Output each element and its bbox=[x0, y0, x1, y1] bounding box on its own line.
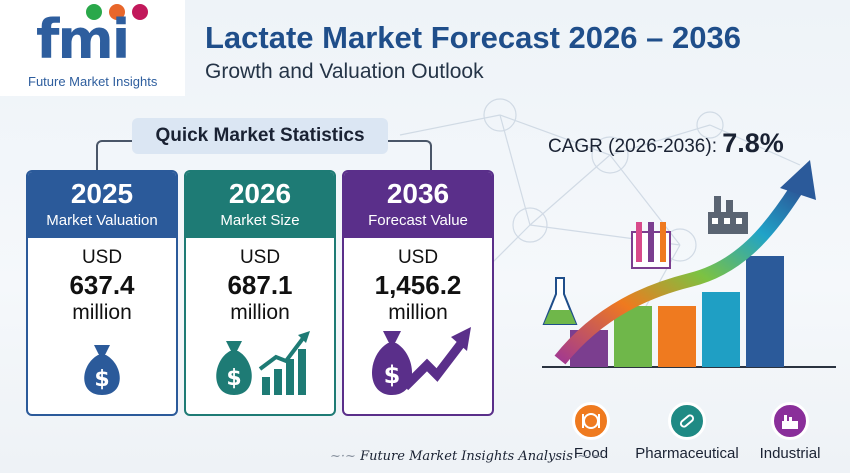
rocket-icon bbox=[109, 4, 125, 20]
legend-pharmaceutical: Pharmaceutical bbox=[632, 402, 742, 462]
card-year: 2025 bbox=[70, 178, 134, 209]
card-header: 2026 Market Size bbox=[186, 172, 334, 238]
logo: fmi Future Market Insights bbox=[0, 0, 185, 96]
legend-label: Industrial bbox=[759, 445, 821, 462]
stat-card-2025: 2025 Market Valuation USD 637.4 million … bbox=[26, 170, 178, 416]
card-year: 2026 bbox=[228, 178, 292, 209]
arrow-head bbox=[780, 160, 816, 200]
trophy-icon bbox=[132, 4, 148, 20]
legend-label: Pharmaceutical bbox=[635, 445, 739, 462]
card-currency: USD bbox=[239, 247, 281, 268]
card-caption: Forecast Value bbox=[368, 212, 468, 229]
card-header: 2025 Market Valuation bbox=[28, 172, 176, 238]
growth-arrow bbox=[554, 186, 802, 365]
card-currency: USD bbox=[81, 247, 123, 268]
footer-ornament: ~·~ bbox=[330, 449, 361, 464]
factory-icon bbox=[771, 402, 809, 440]
bar-3 bbox=[658, 306, 696, 367]
bar-5 bbox=[746, 256, 784, 367]
flask-icon bbox=[542, 277, 578, 325]
card-unit: million bbox=[230, 301, 290, 324]
card-caption: Market Size bbox=[220, 212, 300, 229]
card-unit: million bbox=[72, 301, 132, 324]
leaf-icon bbox=[86, 4, 102, 20]
money-bag-arrow-icon: $ bbox=[344, 321, 492, 404]
legend-industrial: Industrial bbox=[740, 402, 840, 462]
cagr-value: 7.8% bbox=[722, 128, 784, 158]
svg-text:$: $ bbox=[94, 367, 109, 392]
card-unit: million bbox=[388, 301, 448, 324]
money-bag-icon: $ bbox=[28, 337, 176, 404]
cagr-text: CAGR (2026-2036): 7.8% bbox=[548, 128, 784, 159]
card-value: 687.1 bbox=[227, 270, 293, 300]
cagr-label: CAGR (2026-2036): bbox=[548, 136, 723, 157]
footer-ornament: ~·~ bbox=[572, 449, 603, 464]
card-caption: Market Valuation bbox=[46, 212, 158, 229]
bar-4 bbox=[702, 292, 740, 367]
page-subtitle: Growth and Valuation Outlook bbox=[205, 60, 484, 83]
footer-text: Future Market Insights Analysis bbox=[360, 449, 573, 464]
factory-icon bbox=[708, 196, 748, 234]
stats-heading: Quick Market Statistics bbox=[132, 118, 388, 154]
test-tubes-icon bbox=[631, 222, 671, 269]
footer-credit: ~·~ Future Market Insights Analysis ~·~ bbox=[330, 449, 603, 464]
svg-text:$: $ bbox=[226, 366, 241, 391]
card-year: 2036 bbox=[386, 178, 450, 209]
logo-icons bbox=[86, 4, 148, 20]
logo-letters: fmi bbox=[36, 8, 130, 71]
logo-tagline: Future Market Insights bbox=[28, 74, 158, 89]
page-title: Lactate Market Forecast 2026 – 2036 bbox=[205, 20, 741, 55]
card-currency: USD bbox=[397, 247, 439, 268]
card-value: 637.4 bbox=[69, 270, 135, 300]
stat-card-2036: 2036 Forecast Value USD 1,456.2 million … bbox=[342, 170, 494, 416]
bar-2 bbox=[614, 306, 652, 367]
legend-label: Food bbox=[573, 445, 609, 462]
card-value: 1,456.2 bbox=[374, 270, 462, 300]
pill-icon bbox=[668, 402, 706, 440]
svg-text:$: $ bbox=[384, 361, 401, 389]
legend-food: Food bbox=[541, 402, 641, 462]
growth-chart-illustration bbox=[542, 160, 836, 368]
food-icon bbox=[572, 402, 610, 440]
stat-card-2026: 2026 Market Size USD 687.1 million $ bbox=[184, 170, 336, 416]
card-header: 2036 Forecast Value bbox=[344, 172, 492, 238]
money-bag-growth-icon: $ bbox=[186, 329, 334, 404]
